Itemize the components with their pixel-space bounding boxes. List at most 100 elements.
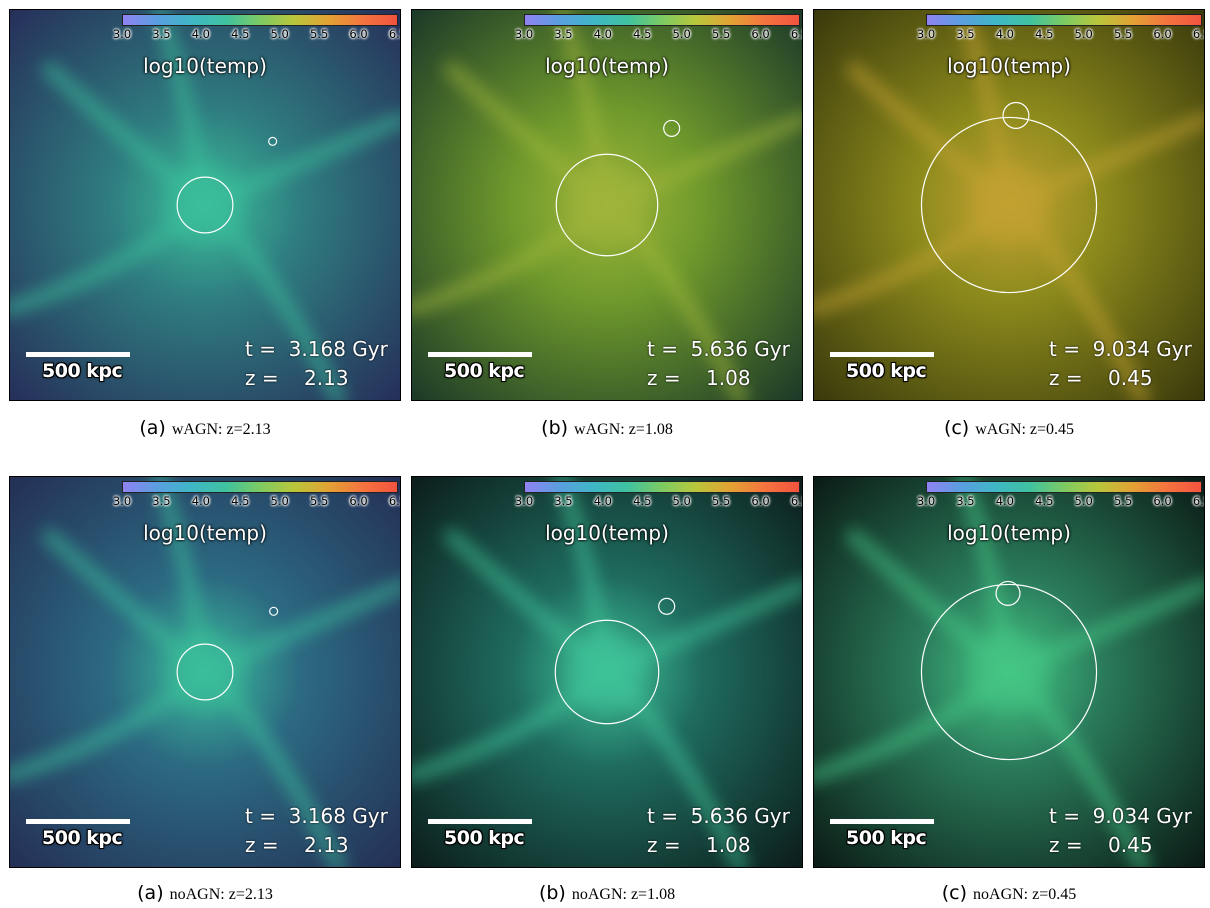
colorbar-tick-label: 5.0: [672, 27, 691, 41]
colorbar-ticks: 3.0 3.5 4.0 4.5 5.0 5.5 6.0 6.5: [914, 27, 1204, 41]
panel-noagn-z045: 3.0 3.5 4.0 4.5 5.0 5.5 6.0 6.5 log10(temp) 500 k…: [813, 476, 1205, 868]
colorbar-tick-label: 4.0: [995, 27, 1014, 41]
caption-text: wAGN: z=0.45: [975, 421, 1075, 438]
colorbar-label: log10(temp): [947, 54, 1071, 78]
colorbar-tick-label: 5.0: [1074, 27, 1093, 41]
caption-panel-6: (c) noAGN: z=0.45: [813, 882, 1205, 904]
temperature-map-image: [412, 10, 802, 400]
colorbar-tick-label: 4.0: [191, 494, 210, 508]
satellite-circle: [269, 606, 279, 616]
colorbar: [122, 481, 398, 493]
temperature-map-image: [412, 477, 802, 867]
caption-panel-1: (a) wAGN: z=2.13: [9, 417, 401, 439]
colorbar-tick-label: 6.0: [751, 27, 770, 41]
redshift-label: z = 2.13: [245, 366, 349, 390]
scale-bar-label: 500 kpc: [42, 360, 123, 382]
colorbar-tick-label: 6.5: [1192, 494, 1204, 508]
colorbar: [926, 14, 1202, 26]
halo-circle: [920, 116, 1098, 294]
satellite-circle: [1002, 101, 1030, 129]
halo-circle: [176, 176, 234, 234]
colorbar-tick-label: 5.5: [309, 494, 329, 508]
colorbar-tick-label: 3.0: [514, 494, 534, 508]
colorbar-tick-label: 6.5: [388, 27, 400, 41]
colorbar-tick-label: 5.5: [711, 494, 731, 508]
colorbar-tick-label: 3.0: [112, 27, 132, 41]
satellite-circle: [995, 580, 1021, 606]
colorbar-tick-label: 4.0: [593, 27, 612, 41]
colorbar-tick-label: 4.5: [633, 27, 652, 41]
colorbar-tick-label: 5.0: [1074, 494, 1093, 508]
colorbar-label: log10(temp): [143, 54, 267, 78]
time-label: t = 3.168 Gyr: [245, 337, 388, 361]
caption-letter: (c): [943, 417, 970, 439]
colorbar-tick-label: 5.0: [270, 27, 289, 41]
colorbar-tick-label: 4.5: [231, 27, 250, 41]
colorbar-tick-label: 6.0: [349, 27, 368, 41]
colorbar-tick-label: 5.5: [1113, 27, 1133, 41]
redshift-label: z = 2.13: [245, 833, 349, 857]
temperature-map-image: [10, 10, 400, 400]
temperature-map-image: [10, 477, 400, 867]
scale-bar-label: 500 kpc: [444, 360, 525, 382]
colorbar-tick-label: 5.0: [270, 494, 289, 508]
caption-letter: (a): [137, 882, 164, 904]
colorbar-tick-label: 3.5: [554, 27, 573, 41]
colorbar-ticks: 3.0 3.5 4.0 4.5 5.0 5.5 6.0 6.5: [110, 27, 400, 41]
colorbar-tick-label: 3.0: [916, 494, 936, 508]
scale-bar-label: 500 kpc: [444, 827, 525, 849]
time-label: t = 5.636 Gyr: [647, 804, 790, 828]
colorbar-tick-label: 3.5: [956, 27, 975, 41]
scale-bar: [830, 819, 934, 824]
colorbar-tick-label: 4.5: [633, 494, 652, 508]
caption-letter: (b): [538, 882, 566, 904]
halo-circle: [176, 643, 234, 701]
colorbar-tick-label: 6.0: [751, 494, 770, 508]
redshift-label: z = 0.45: [1049, 366, 1153, 390]
colorbar-tick-label: 6.5: [1192, 27, 1204, 41]
redshift-label: z = 0.45: [1049, 833, 1153, 857]
caption-text: wAGN: z=1.08: [574, 421, 673, 438]
halo-circle: [920, 583, 1098, 761]
time-label: t = 5.636 Gyr: [647, 337, 790, 361]
scale-bar-label: 500 kpc: [42, 827, 123, 849]
scale-bar-label: 500 kpc: [846, 360, 927, 382]
scale-bar-label: 500 kpc: [846, 827, 927, 849]
colorbar-tick-label: 3.5: [956, 494, 975, 508]
panel-wagn-z045: 3.0 3.5 4.0 4.5 5.0 5.5 6.0 6.5 log10(temp) 500 k…: [813, 9, 1205, 401]
colorbar-tick-label: 3.0: [514, 27, 534, 41]
satellite-circle: [663, 119, 681, 137]
colorbar-ticks: 3.0 3.5 4.0 4.5 5.0 5.5 6.0 6.5: [512, 494, 802, 508]
colorbar-tick-label: 3.5: [152, 27, 171, 41]
colorbar-tick-label: 6.5: [388, 494, 400, 508]
time-label: t = 3.168 Gyr: [245, 804, 388, 828]
panel-noagn-z213: 3.0 3.5 4.0 4.5 5.0 5.5 6.0 6.5 log10(temp) 500 k…: [9, 476, 401, 868]
colorbar-tick-label: 4.5: [231, 494, 250, 508]
caption-text: noAGN: z=2.13: [169, 886, 273, 903]
caption-panel-2: (b) wAGN: z=1.08: [411, 417, 803, 439]
colorbar-tick-label: 5.5: [711, 27, 731, 41]
caption-panel-5: (b) noAGN: z=1.08: [411, 882, 803, 904]
panel-noagn-z108: 3.0 3.5 4.0 4.5 5.0 5.5 6.0 6.5 log10(temp) 500 k…: [411, 476, 803, 868]
scale-bar: [428, 352, 532, 357]
time-label: t = 9.034 Gyr: [1049, 804, 1192, 828]
temperature-map-image: [814, 10, 1204, 400]
redshift-label: z = 1.08: [647, 833, 751, 857]
colorbar-tick-label: 6.0: [1153, 494, 1172, 508]
colorbar-tick-label: 6.5: [790, 27, 802, 41]
satellite-circle: [268, 136, 278, 146]
colorbar-tick-label: 3.5: [554, 494, 573, 508]
colorbar-ticks: 3.0 3.5 4.0 4.5 5.0 5.5 6.0 6.5: [110, 494, 400, 508]
halo-circle: [554, 619, 660, 725]
colorbar-tick-label: 5.5: [309, 27, 329, 41]
colorbar-tick-label: 4.5: [1035, 27, 1054, 41]
colorbar-tick-label: 4.0: [191, 27, 210, 41]
time-label: t = 9.034 Gyr: [1049, 337, 1192, 361]
caption-text: wAGN: z=2.13: [171, 421, 271, 438]
satellite-circle: [658, 597, 676, 615]
colorbar-ticks: 3.0 3.5 4.0 4.5 5.0 5.5 6.0 6.5: [512, 27, 802, 41]
colorbar-tick-label: 4.0: [995, 494, 1014, 508]
scale-bar: [26, 352, 130, 357]
colorbar-tick-label: 3.0: [112, 494, 132, 508]
scale-bar: [830, 352, 934, 357]
